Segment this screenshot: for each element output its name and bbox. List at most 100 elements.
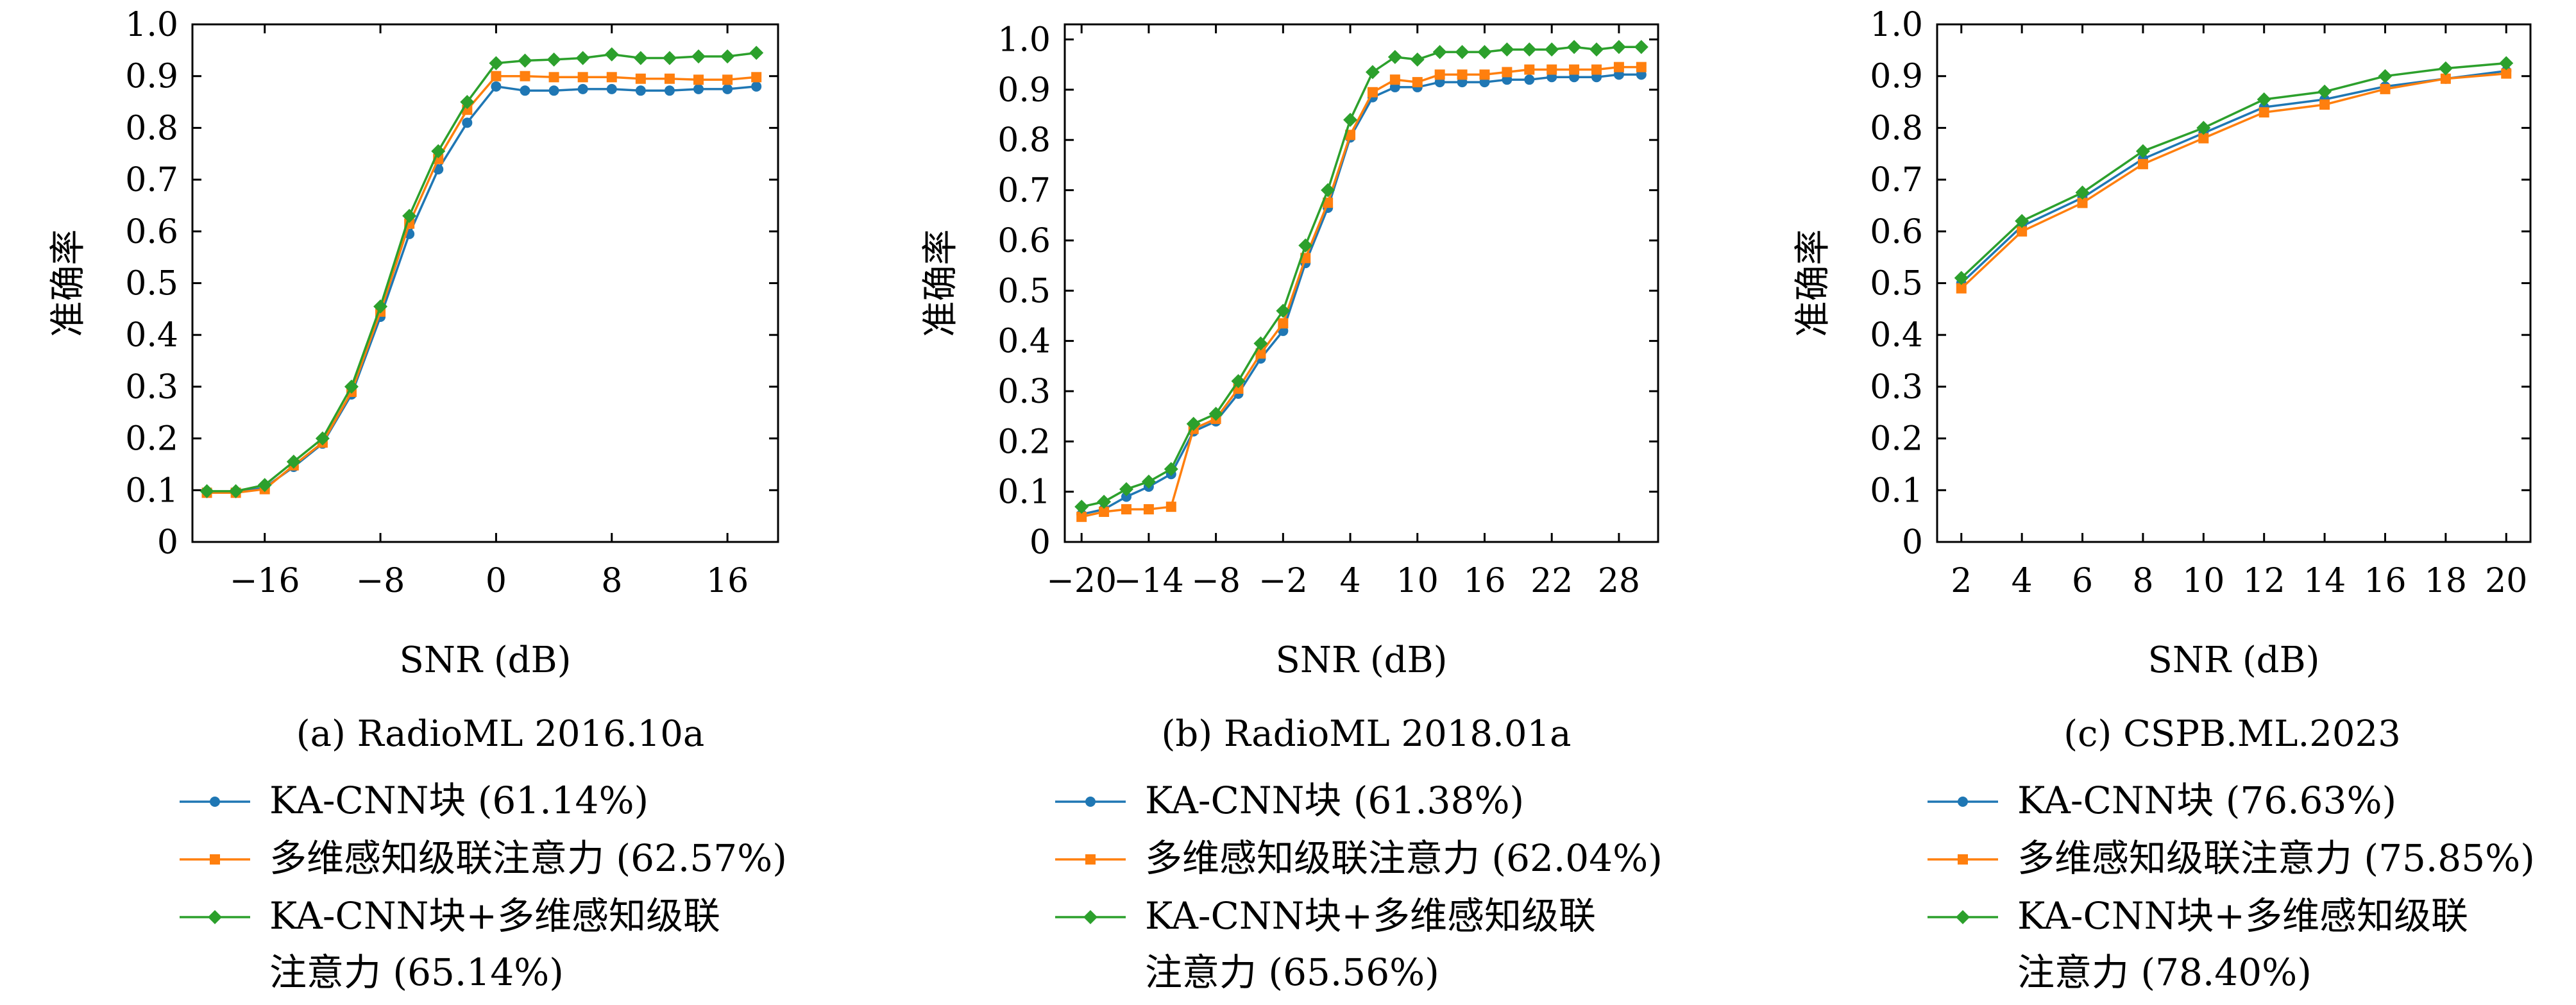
legend-marker	[1958, 797, 1968, 807]
data-point	[1412, 77, 1423, 88]
data-point	[1611, 40, 1626, 55]
x-tick-label: 10	[2182, 562, 2224, 600]
data-point	[635, 85, 646, 96]
series-line	[1960, 72, 2507, 289]
legend-label: KA-CNN块+多维感知级联	[2017, 894, 2468, 938]
data-point	[1076, 511, 1087, 522]
y-tick-label: 0.2	[125, 420, 178, 459]
data-point	[1636, 62, 1647, 72]
series-2	[1956, 68, 2512, 294]
chart-3: 0 0.1 0.2 0.3 0.4 0.5 0.6 0.7 0.8 0.9 1.0 2 4 6 8 10 12 1…	[1792, 6, 2535, 994]
data-point	[1253, 336, 1268, 351]
data-point	[693, 83, 704, 94]
data-point	[2017, 226, 2028, 237]
x-tick-label: 16	[2364, 562, 2406, 600]
y-tick-label: 0.3	[1870, 368, 1923, 407]
x-tick-label: −16	[230, 562, 300, 600]
y-axis-label: 准确率	[1792, 230, 1834, 337]
series-line	[1081, 65, 1641, 518]
series-1	[201, 81, 762, 498]
data-point	[199, 484, 214, 498]
data-point	[2440, 73, 2451, 84]
data-point	[520, 71, 530, 81]
y-tick-label: 0.1	[997, 473, 1051, 512]
data-point	[315, 431, 330, 446]
x-axis-label: SNR (dB)	[2148, 639, 2319, 681]
legend-marker	[1083, 910, 1097, 924]
data-point	[662, 51, 677, 65]
data-point	[1255, 348, 1266, 359]
subfigure-caption: (b) RadioML 2018.01a	[1162, 713, 1572, 755]
series-line	[1081, 73, 1641, 516]
legend-marker	[1956, 910, 1970, 924]
data-point	[2077, 198, 2088, 208]
series-line	[1960, 69, 2507, 284]
data-point	[491, 81, 502, 92]
legend-marker	[210, 854, 220, 865]
y-tick-label: 0.6	[1870, 213, 1923, 251]
legend-marker	[1958, 854, 1968, 865]
x-tick-label: −2	[1258, 562, 1308, 600]
data-point	[2501, 68, 2512, 79]
data-point	[1074, 500, 1089, 514]
x-tick-label: 14	[2303, 562, 2346, 600]
y-tick-label: 0.7	[997, 172, 1051, 210]
y-tick-label: 1.0	[997, 21, 1051, 60]
data-point	[462, 117, 473, 128]
data-point	[1121, 504, 1131, 515]
chart-1: 0 0.1 0.2 0.3 0.4 0.5 0.6 0.7 0.8 0.9 1.0 −16 −8 0 8 16…	[47, 6, 787, 994]
y-tick-label: 0.5	[125, 265, 178, 303]
data-point	[575, 51, 590, 65]
data-point	[1479, 69, 1490, 80]
y-tick-label: 0.9	[997, 71, 1051, 110]
data-point	[1524, 64, 1535, 75]
data-point	[1321, 183, 1335, 198]
data-point	[1569, 64, 1580, 75]
x-tick-label: 28	[1598, 562, 1640, 600]
data-point	[1589, 42, 1604, 57]
legend-marker	[1085, 854, 1096, 865]
data-point	[1165, 502, 1176, 512]
data-point	[577, 83, 588, 94]
data-point	[1278, 318, 1289, 329]
chart-2: 0 0.1 0.2 0.3 0.4 0.5 0.6 0.7 0.8 0.9 1.0 −20−14 −8−…	[920, 21, 1663, 994]
legend-label: 多维感知级联注意力 (62.04%)	[1145, 836, 1663, 880]
x-tick-label: 20	[2485, 562, 2527, 600]
x-tick-label: 16	[706, 562, 749, 600]
x-tick-label: −8	[356, 562, 405, 600]
series-3	[199, 46, 764, 498]
y-tick-label: 0.4	[125, 316, 178, 355]
data-point	[1208, 407, 1223, 421]
y-tick-label: 0.9	[125, 58, 178, 96]
data-point	[2378, 69, 2393, 83]
y-tick-label: 0.2	[1870, 420, 1923, 459]
x-tick-label: 8	[601, 562, 622, 600]
data-point	[2257, 92, 2271, 107]
legend-label: 注意力 (78.40%)	[2017, 950, 2312, 994]
data-point	[1502, 67, 1513, 78]
data-point	[2438, 61, 2453, 76]
data-point	[431, 144, 446, 158]
y-tick-label: 0	[157, 523, 178, 562]
data-point	[720, 49, 735, 64]
y-tick-label: 0.5	[1870, 265, 1923, 303]
y-tick-label: 0.3	[125, 368, 178, 407]
data-point	[489, 56, 504, 71]
data-point	[691, 49, 706, 64]
series-1	[1956, 65, 2512, 289]
y-tick-label: 0.6	[125, 213, 178, 251]
plot-frame	[191, 23, 779, 543]
data-point	[1434, 69, 1445, 80]
y-tick-label: 0.4	[1870, 316, 1923, 355]
x-tick-label: 10	[1396, 562, 1439, 600]
legend: KA-CNN块 (61.14%) 多维感知级联注意力 (62.57%) KA-CNN…	[180, 779, 787, 994]
data-point	[1546, 64, 1557, 75]
data-point	[606, 72, 617, 83]
data-point	[1410, 52, 1425, 67]
data-point	[548, 85, 559, 96]
x-tick-label: −8	[1191, 562, 1241, 600]
data-point	[1634, 40, 1648, 55]
data-point	[373, 299, 388, 314]
data-point	[1524, 74, 1535, 85]
